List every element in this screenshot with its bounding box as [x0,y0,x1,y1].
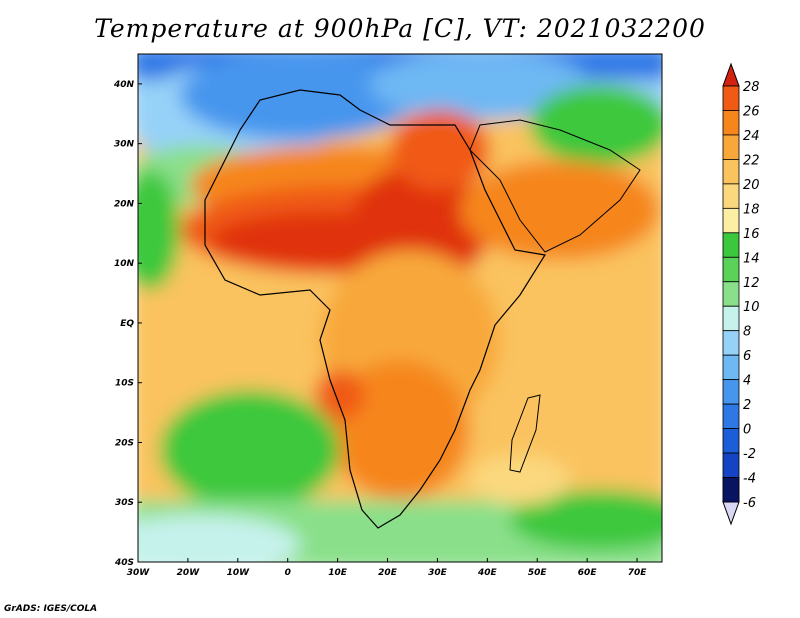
colorbar-swatch [722,354,740,381]
colorbar-swatch [722,232,740,258]
lon-tick-label: 30E [428,568,448,578]
colorbar-swatch [722,281,740,307]
colorbar-level-label: 26 [743,104,760,119]
colorbar-level-label: 16 [743,227,760,242]
colorbar-swatch [722,85,740,111]
lon-tick-label: 60E [578,568,598,578]
colorbar-swatch [722,477,740,503]
lon-tick-label: 20E [378,568,398,578]
colorbar-level-label: 4 [743,374,751,389]
lat-tick-label: 40S [114,558,134,568]
lat-tick-label: 20N [114,199,135,209]
colorbar-level-label: 12 [743,276,760,291]
colorbar-swatch [722,207,740,234]
grads-credit: GrADS: IGES/COLA [4,604,98,614]
colorbar-level-label: 14 [743,251,760,266]
lon-tick-label: 30W [127,568,151,578]
temperature-field [138,54,662,562]
lon-tick-label: 50E [528,568,548,578]
colorbar-swatch [722,305,740,332]
axis-ticks: 30W 20W 10W 0 10E 20E 30E 40E 50E 60E 70E 40N 30N 20N… [113,80,647,578]
colorbar-level-label: -4 [743,472,756,487]
colorbar-level-label: 18 [743,202,760,217]
colorbar-swatch [722,134,740,160]
colorbar-top-arrow [722,62,740,87]
lon-tick-label: 10E [328,568,348,578]
colorbar-level-label: 28 [743,80,760,95]
colorbar-swatch [722,183,740,209]
lat-tick-label: 30N [114,140,135,150]
lat-tick-label: 20S [115,438,134,448]
africa-coastline [204,89,546,529]
colorbar-bottom-arrow [722,501,740,526]
page-title: Temperature at 900hPa [C], VT: 202103220… [94,14,706,43]
colorbar-level-label: 20 [743,178,760,193]
madagascar-coastline [509,394,541,473]
lat-tick-label: 10S [115,379,134,389]
colorbar-swatch [722,379,740,405]
lat-tick-label: EQ [120,319,134,329]
colorbar-level-label: 6 [743,349,751,364]
colorbar-swatch [722,428,740,454]
colorbar-level-label: 0 [743,423,751,438]
colorbar-swatch [722,330,740,356]
colorbar-swatch [722,256,740,283]
lat-tick-label: 30S [115,498,134,508]
colorbar-swatch [722,110,740,136]
colorbar-level-label: 2 [743,398,751,413]
arabia-coastline [469,119,641,253]
colorbar-level-label: 8 [743,325,751,340]
colorbar-level-label: -2 [743,447,756,462]
lon-tick-label: 70E [628,568,648,578]
lat-tick-label: 10N [114,259,135,269]
colorbar-level-label: -6 [743,496,756,511]
colorbar-level-label: 10 [743,300,760,315]
colorbar-level-label: 24 [743,129,760,144]
lon-tick-label: 10W [227,568,251,578]
colorbar-swatch [722,452,740,478]
colorbar-swatch [722,159,740,185]
lon-tick-label: 40E [477,568,498,578]
lon-tick-label: 0 [285,568,291,578]
map-frame [137,53,663,563]
colorbar-swatch [722,403,740,429]
colorbar-level-label: 22 [743,153,760,168]
lat-tick-label: 40N [113,80,135,90]
lon-tick-label: 20W [177,568,201,578]
